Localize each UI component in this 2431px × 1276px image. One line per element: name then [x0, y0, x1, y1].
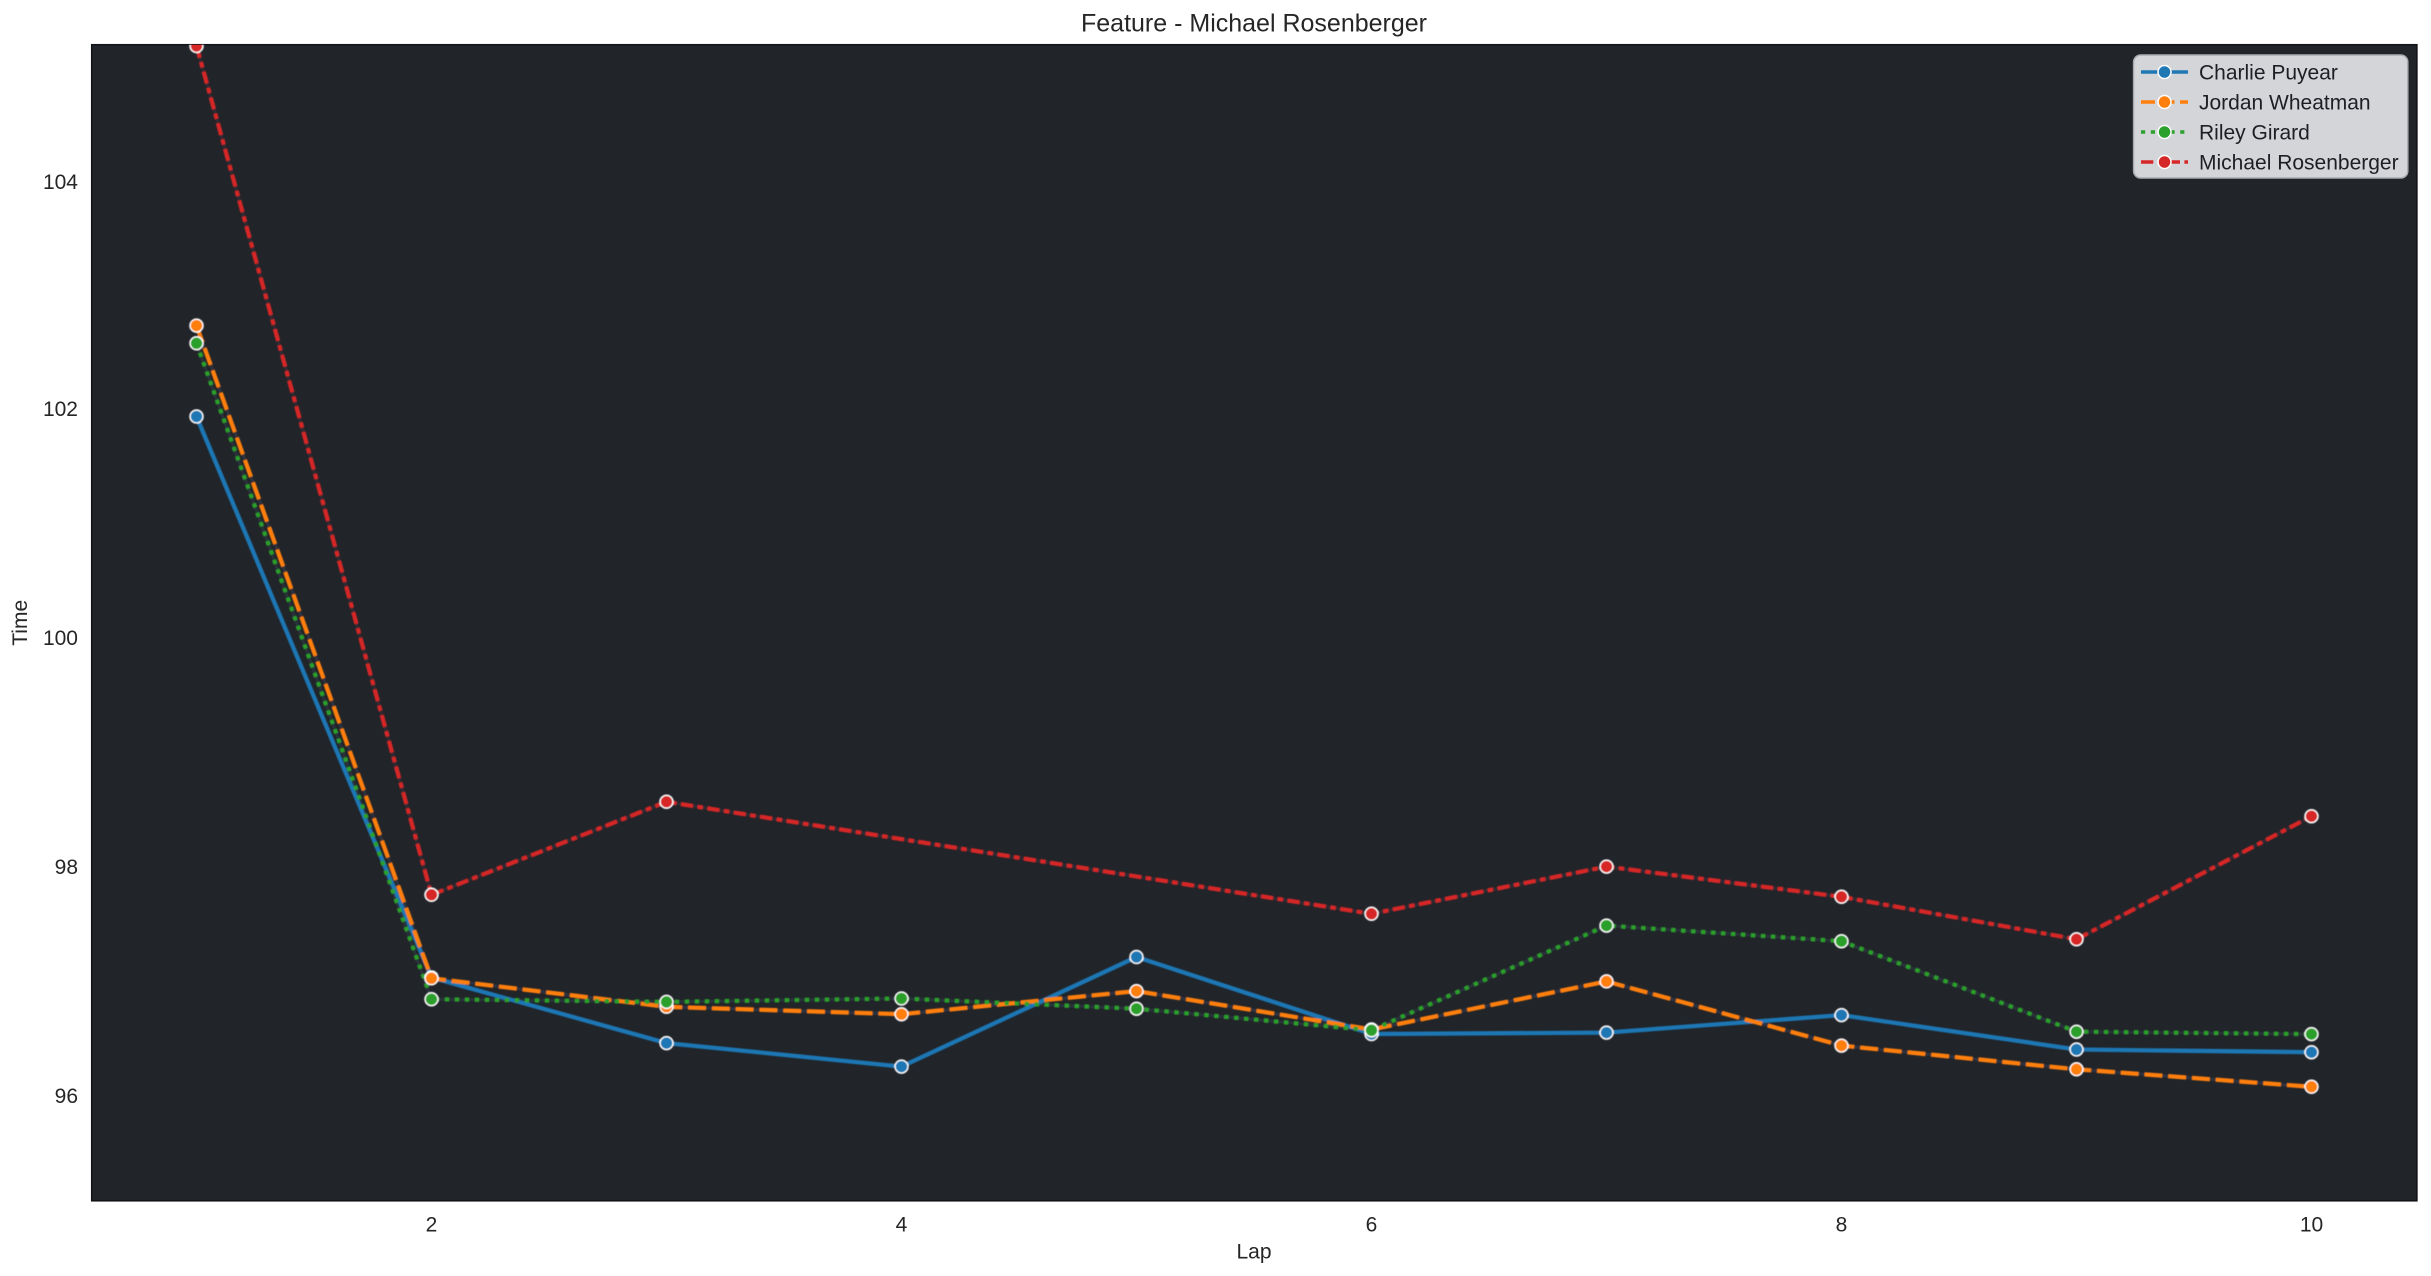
svg-text:Riley Girard: Riley Girard [2199, 122, 2310, 145]
svg-text:100: 100 [43, 627, 78, 650]
svg-text:8: 8 [1836, 1214, 1848, 1237]
svg-text:104: 104 [43, 171, 78, 194]
svg-text:2: 2 [426, 1214, 438, 1237]
svg-text:Time: Time [9, 600, 32, 646]
svg-text:10: 10 [2300, 1214, 2323, 1237]
svg-text:Jordan Wheatman: Jordan Wheatman [2199, 92, 2371, 115]
svg-text:Feature - Michael Rosenberger: Feature - Michael Rosenberger [1081, 10, 1427, 38]
svg-text:Charlie Puyear: Charlie Puyear [2199, 62, 2338, 85]
svg-text:Lap: Lap [1236, 1240, 1271, 1263]
svg-text:6: 6 [1366, 1214, 1378, 1237]
svg-text:102: 102 [43, 398, 78, 421]
svg-text:98: 98 [55, 856, 78, 879]
svg-text:96: 96 [55, 1085, 78, 1108]
svg-text:4: 4 [896, 1214, 908, 1237]
svg-text:Michael Rosenberger: Michael Rosenberger [2199, 152, 2399, 175]
